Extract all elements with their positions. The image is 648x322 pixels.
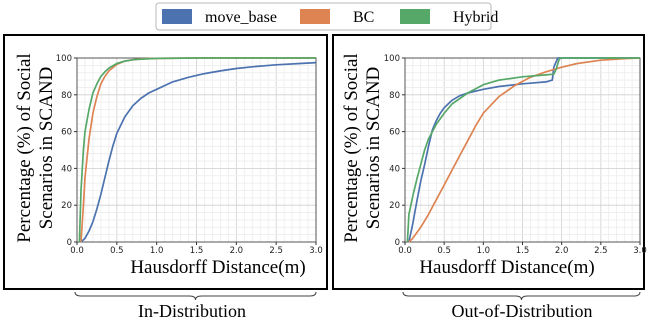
x-tick-label: 1.5 bbox=[190, 246, 204, 256]
out-of-distribution-panel: 0.0 0.5 1.0 1.5 2.0 2.5 3.0 0 20 40 60 80 100Percent… bbox=[341, 53, 647, 321]
x-tick-label: 1.0 bbox=[477, 246, 491, 256]
legend-label: BC bbox=[353, 9, 374, 26]
y-tick-label: 20 bbox=[389, 201, 400, 211]
x-tick-label: 2.0 bbox=[555, 246, 569, 256]
y-tick-label: 20 bbox=[61, 201, 72, 211]
series-line-hybrid bbox=[406, 57, 640, 243]
x-tick-label: 0.0 bbox=[398, 246, 412, 256]
y-tick-label: 100 bbox=[384, 54, 400, 64]
x-axis-label: Hausdorff Distance(m) bbox=[130, 257, 305, 278]
x-axis-label: Hausdorff Distance(m) bbox=[419, 257, 594, 278]
legend-label: move_base bbox=[205, 9, 277, 26]
grouping-brace bbox=[402, 291, 641, 301]
y-axis-label: Percentage (%) of SocialScenarios in SCA… bbox=[341, 53, 384, 242]
grouping-brace bbox=[74, 291, 317, 301]
y-tick-label: 0 bbox=[395, 238, 400, 248]
left-panel-frame bbox=[3, 34, 328, 290]
y-tick-label: 80 bbox=[61, 91, 72, 101]
x-tick-label: 0.5 bbox=[110, 246, 124, 256]
series-line-hybrid bbox=[78, 57, 316, 243]
y-tick-label: 60 bbox=[61, 128, 72, 138]
right-panel-frame bbox=[332, 34, 645, 290]
series-line-move-base bbox=[408, 57, 640, 243]
legend-swatch-hybrid bbox=[400, 9, 430, 24]
x-tick-label: 0.0 bbox=[70, 246, 84, 256]
in-distribution-panel: 0.0 0.5 1.0 1.5 2.0 2.5 3.0 0 20 40 60 80 100Percent… bbox=[14, 53, 323, 321]
y-tick-label: 100 bbox=[56, 54, 72, 64]
y-tick-label: 40 bbox=[389, 164, 400, 174]
legend: move_base BC Hybrid bbox=[155, 2, 498, 31]
x-tick-label: 3.0 bbox=[633, 246, 647, 256]
legend-label: Hybrid bbox=[453, 9, 498, 26]
y-tick-label: 80 bbox=[389, 91, 400, 101]
panel-caption: Out-of-Distribution bbox=[452, 301, 593, 321]
x-tick-label: 1.5 bbox=[516, 246, 530, 256]
x-tick-label: 1.0 bbox=[150, 246, 164, 256]
panel-caption: In-Distribution bbox=[138, 301, 246, 321]
x-tick-label: 2.0 bbox=[230, 246, 244, 256]
series-line-move-base bbox=[80, 61, 317, 243]
y-tick-label: 40 bbox=[61, 164, 72, 174]
x-tick-label: 2.5 bbox=[594, 246, 608, 256]
legend-swatch-bc bbox=[300, 9, 330, 24]
x-tick-label: 3.0 bbox=[309, 246, 323, 256]
y-tick-label: 0 bbox=[67, 238, 72, 248]
y-tick-label: 60 bbox=[389, 128, 400, 138]
x-tick-label: 0.5 bbox=[437, 246, 451, 256]
legend-swatch-move-base bbox=[162, 9, 192, 24]
series-line-bc bbox=[408, 57, 641, 243]
y-axis-label: Percentage (%) of SocialScenarios in SCA… bbox=[14, 53, 57, 242]
x-tick-label: 2.5 bbox=[269, 246, 283, 256]
